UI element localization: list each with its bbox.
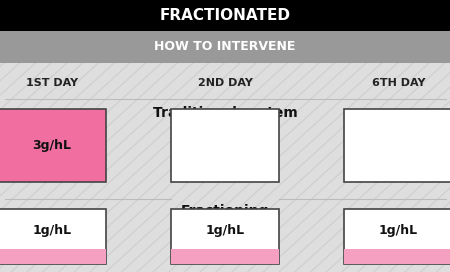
Text: HOW TO INTERVENE: HOW TO INTERVENE [154, 41, 296, 53]
Text: Fractioning: Fractioning [181, 204, 269, 218]
Text: 1g/hL: 1g/hL [32, 224, 71, 237]
Text: 1g/hL: 1g/hL [379, 224, 418, 237]
Text: Traditional system: Traditional system [153, 106, 297, 120]
Text: 1g/hL: 1g/hL [206, 224, 244, 237]
Bar [171, 249, 279, 264]
Bar [171, 109, 279, 182]
Text: FRACTIONATED: FRACTIONATED [159, 8, 291, 23]
Bar [0, 209, 106, 264]
Text: 6TH DAY: 6TH DAY [372, 78, 425, 88]
Bar [171, 209, 279, 264]
Text: 3g/hL: 3g/hL [32, 139, 71, 152]
Text: 1ST DAY: 1ST DAY [26, 78, 78, 88]
Bar [344, 249, 450, 264]
Bar [344, 109, 450, 182]
Bar [0, 109, 106, 182]
Bar [0, 0, 450, 31]
Bar [0, 249, 106, 264]
Text: 2ND DAY: 2ND DAY [198, 78, 252, 88]
Bar [344, 209, 450, 264]
Bar [0, 31, 450, 63]
